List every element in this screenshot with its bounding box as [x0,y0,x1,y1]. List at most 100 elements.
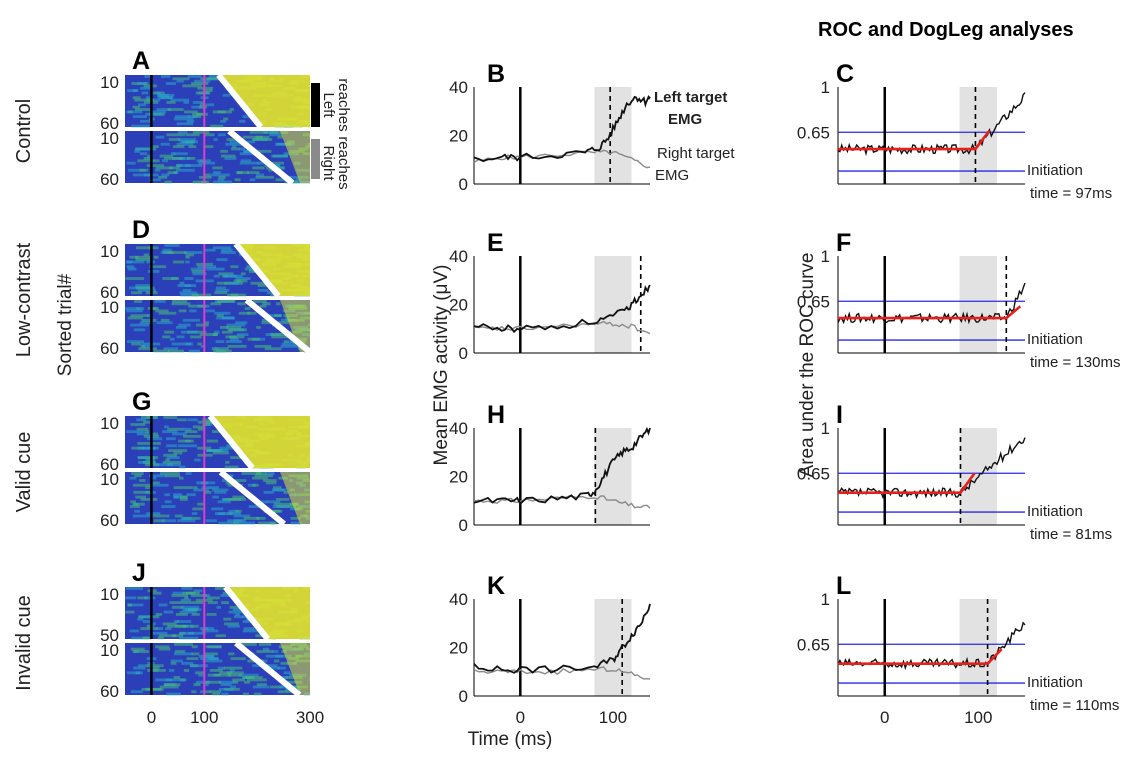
raster-noise [128,317,143,320]
raster-noise [274,314,281,317]
y-tick-label: 10 [100,298,119,317]
raster-noise [134,150,140,153]
raster-noise [141,498,158,501]
raster-noise [244,681,250,684]
y-tick-label: 0 [459,175,468,194]
raster-noise [152,592,161,595]
raster-noise [217,282,228,285]
raster-noise [193,181,209,184]
raster-noise [215,512,225,515]
raster-noise [181,331,198,334]
y-tick-label: 0.65 [797,123,830,142]
y-tick-label: 60 [100,511,119,530]
raster-noise [172,302,191,305]
raster-noise [231,657,246,660]
raster-noise [264,491,274,494]
raster-noise [215,634,226,637]
raster-noise [167,108,183,111]
raster-noise [134,300,142,303]
raster-noise [168,350,184,353]
raster-noise [140,627,157,630]
panel-label: J [132,559,146,587]
raster-noise [260,305,266,308]
raster-noise [228,345,247,348]
raster-noise [236,522,255,525]
raster-noise [204,249,216,252]
raster-noise [222,331,233,334]
raster-noise [196,92,210,95]
raster-noise [177,620,192,623]
raster-noise [130,423,145,426]
raster-noise [161,505,175,508]
raster-noise [237,171,243,174]
y-tick-label: 10 [100,129,119,148]
raster-noise [228,282,239,285]
raster-noise [212,693,220,696]
raster-noise [133,515,152,518]
raster-noise [228,625,240,628]
raster-noise [225,466,239,469]
raster-noise [177,418,186,421]
raster-noise [223,94,230,97]
initiation-time-label: time = 110ms [1030,697,1119,714]
raster-noise [166,444,177,447]
y-tick-label: 20 [449,468,468,487]
raster-noise [174,652,193,655]
raster-noise [137,596,147,599]
y-tick-label: 10 [100,414,119,433]
raster-noise [184,669,189,672]
raster-noise [181,587,192,590]
raster-noise [153,159,160,162]
raster-noise [256,326,261,329]
y-tick-label: 10 [100,73,119,92]
raster-noise [156,136,164,139]
panel-label: F [836,229,851,257]
raster-noise [216,340,225,343]
raster-noise [221,683,232,686]
raster-noise [161,143,170,146]
initiation-time-label: time = 81ms [1030,526,1112,543]
raster-noise [192,507,204,510]
raster-noise [147,669,166,672]
raster-noise [140,169,149,172]
initiation-label: Initiation [1027,674,1083,691]
y-tick-label: 20 [449,127,468,146]
raster-noise [220,326,228,329]
raster-noise [256,176,274,179]
raster-noise [233,681,238,684]
raster-noise [208,601,218,604]
raster-noise [206,519,217,522]
raster-noise [166,678,185,681]
raster-noise [176,335,184,338]
raster-noise [250,178,256,181]
figure-title: ROC and DogLeg analyses [818,19,1074,41]
y-tick-label: 0 [459,687,468,706]
raster-noise [145,486,150,489]
raster-noise [243,115,247,118]
y-tick-label: 40 [449,247,468,266]
raster-noise [179,309,187,312]
raster-noise [167,463,181,466]
raster-noise [164,493,170,496]
raster-noise [174,152,188,155]
raster-noise [169,601,188,604]
raster-noise [151,515,169,518]
x-tick-label: 100 [964,708,992,727]
raster-noise [220,150,228,153]
raster-noise [207,268,225,271]
raster-noise [159,604,168,607]
raster-noise [252,166,264,169]
raster-noise [133,174,151,177]
raster-noise [161,519,176,522]
raster-noise [205,309,215,312]
raster-noise [225,461,229,464]
raster-noise [228,652,234,655]
raster-noise [139,479,145,482]
y-tick-label: 1 [821,419,830,438]
raster-noise [211,507,223,510]
raster-noise [218,133,226,136]
